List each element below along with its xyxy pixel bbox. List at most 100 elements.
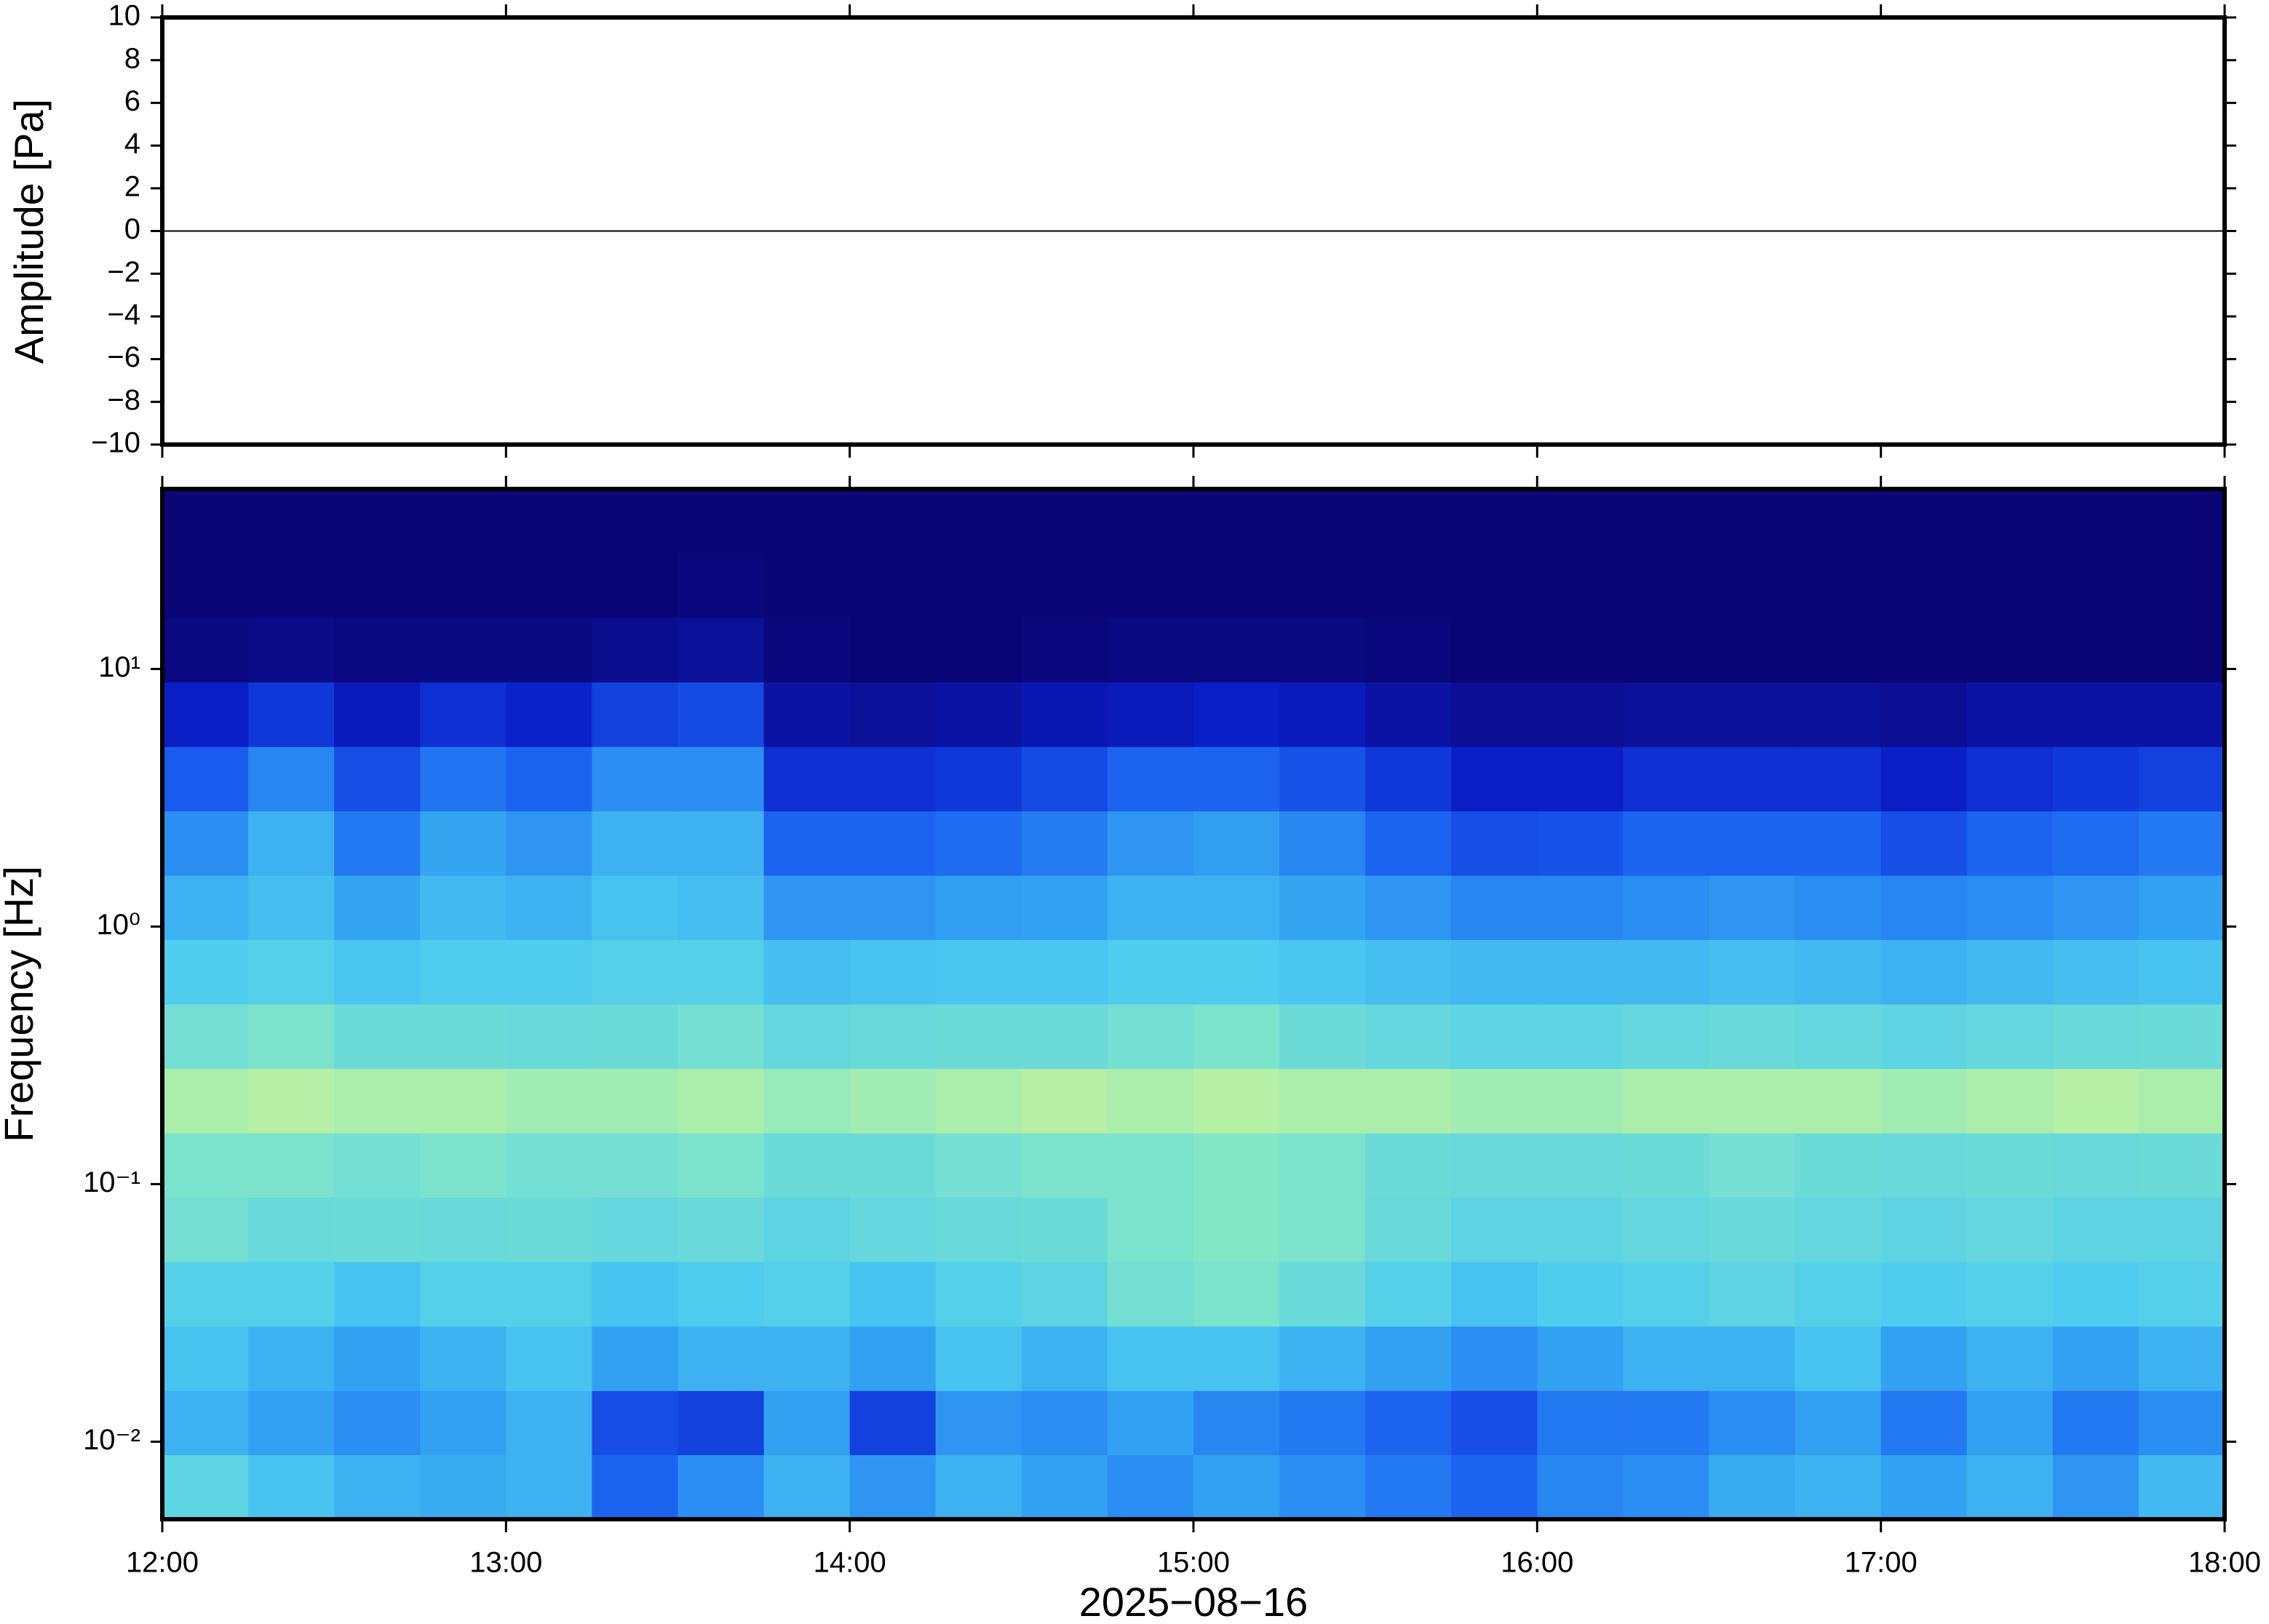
spectrogram-cell: [1880, 682, 1968, 747]
spectrogram-cell: [1193, 1068, 1280, 1134]
spectrogram-cell: [1880, 1197, 1968, 1262]
spectrogram-cell: [1279, 1068, 1366, 1134]
spectrogram-cell: [935, 1390, 1022, 1455]
spectrogram-cell: [1537, 1197, 1624, 1262]
spectrogram-cell: [506, 1326, 593, 1391]
spectrogram-cell: [1709, 682, 1796, 747]
spectrogram-cell: [1966, 1326, 2054, 1391]
spectrogram-cell: [1107, 553, 1194, 618]
spectrogram-cell: [420, 618, 506, 682]
spectrogram-cell: [1193, 1197, 1280, 1262]
spectrogram-cell: [1709, 939, 1796, 1005]
spectrogram-cell: [1279, 1390, 1366, 1455]
y-tick-label: 10⁻¹: [83, 1166, 140, 1198]
spectrogram-cell: [420, 1262, 506, 1327]
spectrogram-cell: [162, 939, 249, 1005]
y-tick-label: 2: [124, 170, 140, 202]
spectrogram-cell: [1279, 1197, 1366, 1262]
spectrogram-cell: [334, 1454, 421, 1520]
spectrogram-cell: [677, 682, 765, 747]
spectrogram-cell: [1795, 1068, 1882, 1134]
spectrogram-cell: [2052, 747, 2139, 812]
spectrogram-cell: [849, 747, 937, 812]
spectrogram-cell: [1537, 939, 1624, 1005]
spectrogram-cell: [849, 1197, 937, 1262]
spectrogram-cell: [677, 811, 765, 876]
spectrogram-cell: [1709, 747, 1796, 812]
spectrogram-cell: [849, 1262, 937, 1327]
spectrogram-cell: [935, 1326, 1022, 1391]
spectrogram-cell: [1021, 682, 1108, 747]
spectrogram-cell: [592, 1197, 679, 1262]
spectrogram-cell: [1537, 1068, 1624, 1134]
spectrogram-cell: [677, 553, 765, 618]
spectrogram-cell: [1966, 811, 2054, 876]
frequency-axis-title: Frequency [Hz]: [0, 866, 41, 1142]
spectrogram-cell: [1623, 553, 1710, 618]
spectrogram-cell: [1279, 1133, 1366, 1198]
spectrogram-cell: [248, 489, 335, 554]
spectrogram-cell: [1279, 875, 1366, 940]
spectrogram-cell: [1709, 875, 1796, 940]
spectrogram-cell: [1537, 682, 1624, 747]
spectrogram-cell: [1021, 1390, 1108, 1455]
spectrogram-cell: [248, 1454, 335, 1520]
spectrogram-cell: [763, 489, 851, 554]
spectrogram-cell: [1795, 939, 1882, 1005]
spectrogram-cell: [763, 682, 851, 747]
spectrogram-cell: [1880, 1004, 1968, 1070]
spectrogram-cell: [1451, 1454, 1538, 1520]
spectrogram-cell: [420, 875, 506, 940]
spectrogram-cell: [420, 747, 506, 812]
spectrogram-cell: [506, 1262, 593, 1327]
spectrogram-cell: [592, 618, 679, 682]
y-tick-label: −8: [107, 384, 140, 416]
spectrogram-cell: [1795, 489, 1882, 554]
spectrogram-cell: [420, 1068, 506, 1134]
spectrogram-cell: [592, 747, 679, 812]
spectrogram-cell: [1880, 811, 1968, 876]
spectrogram-cell: [1966, 747, 2054, 812]
spectrogram-cell: [162, 875, 249, 940]
spectrogram-cell: [849, 939, 937, 1005]
spectrogram-cell: [248, 1262, 335, 1327]
spectrogram-cell: [1623, 1390, 1710, 1455]
spectrogram-cell: [1623, 1262, 1710, 1327]
spectrogram-cell: [763, 875, 851, 940]
spectrogram-cell: [1709, 489, 1796, 554]
y-tick-label: −6: [107, 341, 140, 373]
spectrogram-cell: [1709, 1197, 1796, 1262]
spectrogram-cell: [1623, 811, 1710, 876]
spectrogram-cell: [2052, 1133, 2139, 1198]
spectrogram-cell: [1279, 747, 1366, 812]
spectrogram-cell: [2138, 553, 2225, 618]
spectrogram-cell: [1021, 489, 1108, 554]
spectrogram-cell: [849, 1390, 937, 1455]
spectrogram-cell: [1795, 682, 1882, 747]
x-tick-label: 14:00: [814, 1547, 886, 1579]
spectrogram-cell: [1279, 811, 1366, 876]
spectrogram-cell: [506, 1454, 593, 1520]
spectrogram-cell: [334, 811, 421, 876]
spectrogram-cell: [2052, 875, 2139, 940]
spectrogram-cell: [849, 618, 937, 682]
spectrogram-cell: [849, 553, 937, 618]
spectrogram-cell: [1365, 747, 1452, 812]
spectrogram-cell: [248, 1326, 335, 1391]
spectrogram-cell: [677, 1262, 765, 1327]
y-tick-label: 6: [124, 85, 140, 117]
spectrogram-cell: [334, 939, 421, 1005]
y-tick-label: 10⁰: [96, 909, 140, 941]
spectrogram-cell: [248, 1004, 335, 1070]
amplitude-axis-title: Amplitude [Pa]: [6, 99, 52, 364]
spectrogram-cell: [248, 1068, 335, 1134]
spectrogram-cell: [334, 875, 421, 940]
spectrogram-cell: [1365, 682, 1452, 747]
spectrogram-cell: [677, 489, 765, 554]
spectrogram-cell: [1966, 1197, 2054, 1262]
spectrogram-cell: [1279, 553, 1366, 618]
spectrogram-cell: [1709, 1004, 1796, 1070]
spectrogram-cell: [1795, 875, 1882, 940]
spectrogram-cell: [1193, 939, 1280, 1005]
spectrogram-cell: [592, 1004, 679, 1070]
